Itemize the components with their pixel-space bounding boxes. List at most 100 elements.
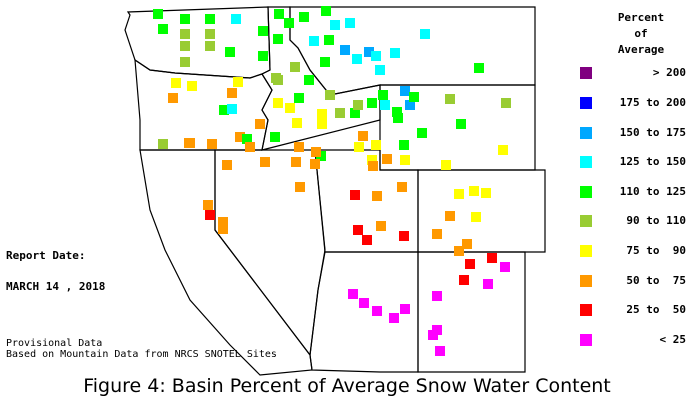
state-outline-colorado (417, 169, 546, 253)
snotel-site-marker (180, 57, 190, 67)
snotel-site-marker (353, 225, 363, 235)
snotel-site-marker (428, 330, 438, 340)
snotel-site-marker (171, 78, 181, 88)
snotel-site-marker (260, 157, 270, 167)
snotel-site-marker (185, 138, 195, 148)
snotel-site-marker (372, 191, 382, 201)
snotel-site-marker (445, 211, 455, 221)
snotel-site-marker (441, 160, 451, 170)
snotel-site-marker (321, 6, 331, 16)
legend-item: 25 to 50 (580, 302, 690, 318)
legend-item: 175 to 200 (580, 95, 690, 111)
legend-item-label: 50 to 75 (626, 274, 686, 287)
snotel-site-marker (432, 229, 442, 239)
snotel-site-marker (435, 346, 445, 356)
legend-item: > 200 (580, 65, 690, 81)
snotel-site-marker (362, 235, 372, 245)
legend-title-line: Percent (617, 11, 665, 24)
snotel-site-marker (335, 108, 345, 118)
snotel-site-marker (483, 279, 493, 289)
snotel-site-marker (285, 103, 295, 113)
snotel-site-marker (371, 51, 381, 61)
snotel-site-marker (367, 155, 377, 165)
snotel-site-marker (397, 182, 407, 192)
snotel-site-marker (462, 239, 472, 249)
snotel-site-marker (205, 210, 215, 220)
snotel-site-marker (352, 54, 362, 64)
legend-item-label: < 25 (659, 333, 687, 346)
snotel-site-marker (231, 14, 241, 24)
snotel-site-marker (348, 289, 358, 299)
snotel-site-marker (304, 75, 314, 85)
snotel-site-marker (295, 182, 305, 192)
snotel-site-marker (274, 9, 284, 19)
legend-item-label: 175 to 200 (619, 96, 686, 109)
snotel-site-marker (350, 190, 360, 200)
snotel-site-marker (454, 189, 464, 199)
legend-item-label: 90 to 110 (626, 214, 686, 227)
snotel-site-marker (205, 14, 215, 24)
snotel-site-marker (405, 100, 415, 110)
snotel-site-marker (299, 12, 309, 22)
legend-swatch (580, 215, 592, 227)
legend-swatch (580, 67, 592, 79)
snotel-site-marker (317, 109, 327, 119)
snotel-site-marker (400, 155, 410, 165)
legend-swatch (580, 156, 592, 168)
snotel-site-marker (380, 100, 390, 110)
snotel-site-marker (180, 29, 190, 39)
legend-swatch (580, 127, 592, 139)
legend-item: 90 to 110 (580, 213, 690, 229)
state-outline-montana (289, 6, 536, 96)
snotel-site-marker (292, 118, 302, 128)
snotel-site-marker (382, 154, 392, 164)
snotel-site-marker (218, 217, 228, 227)
snotel-site-marker (225, 47, 235, 57)
snotel-site-marker (350, 108, 360, 118)
legend-swatch (580, 245, 592, 257)
legend-item: 75 to 90 (580, 243, 690, 259)
snotel-site-marker (207, 139, 217, 149)
provisional-note: Provisional Data (6, 338, 103, 349)
snotel-site-marker (317, 119, 327, 129)
snotel-site-marker (290, 62, 300, 72)
snotel-site-marker (354, 142, 364, 152)
snotel-site-marker (378, 90, 388, 100)
snotel-site-marker (222, 160, 232, 170)
snotel-site-marker (500, 262, 510, 272)
snotel-site-marker (310, 159, 320, 169)
legend-title: Percent of Average (598, 10, 684, 58)
snotel-site-marker (456, 119, 466, 129)
snotel-site-marker (393, 113, 403, 123)
snotel-site-marker (400, 86, 410, 96)
snotel-site-marker (340, 45, 350, 55)
snotel-site-marker (205, 41, 215, 51)
snotel-site-marker (233, 77, 243, 87)
snotel-site-marker (392, 107, 402, 117)
legend-item-label: 110 to 125 (619, 185, 686, 198)
state-outline-new-mexico (417, 251, 526, 373)
snotel-site-marker (498, 145, 508, 155)
snotel-site-marker (284, 18, 294, 28)
snotel-site-marker (376, 221, 386, 231)
legend-item-label: 125 to 150 (619, 155, 686, 168)
snotel-site-marker (273, 98, 283, 108)
snotel-site-marker (235, 132, 245, 142)
snotel-site-marker (390, 48, 400, 58)
snotel-site-marker (294, 93, 304, 103)
snotel-site-marker (242, 134, 252, 144)
snotel-site-marker (474, 63, 484, 73)
snotel-site-marker (353, 100, 363, 110)
snotel-site-marker (273, 75, 283, 85)
snotel-site-marker (389, 313, 399, 323)
snotel-site-marker (358, 131, 368, 141)
snotel-site-marker (400, 304, 410, 314)
snotel-site-marker (471, 212, 481, 222)
snotel-site-marker (294, 142, 304, 152)
snotel-site-marker (258, 26, 268, 36)
snotel-basin-markers (153, 6, 511, 356)
snotel-site-marker (180, 41, 190, 51)
snotel-site-marker (245, 142, 255, 152)
snotel-site-marker (168, 93, 178, 103)
